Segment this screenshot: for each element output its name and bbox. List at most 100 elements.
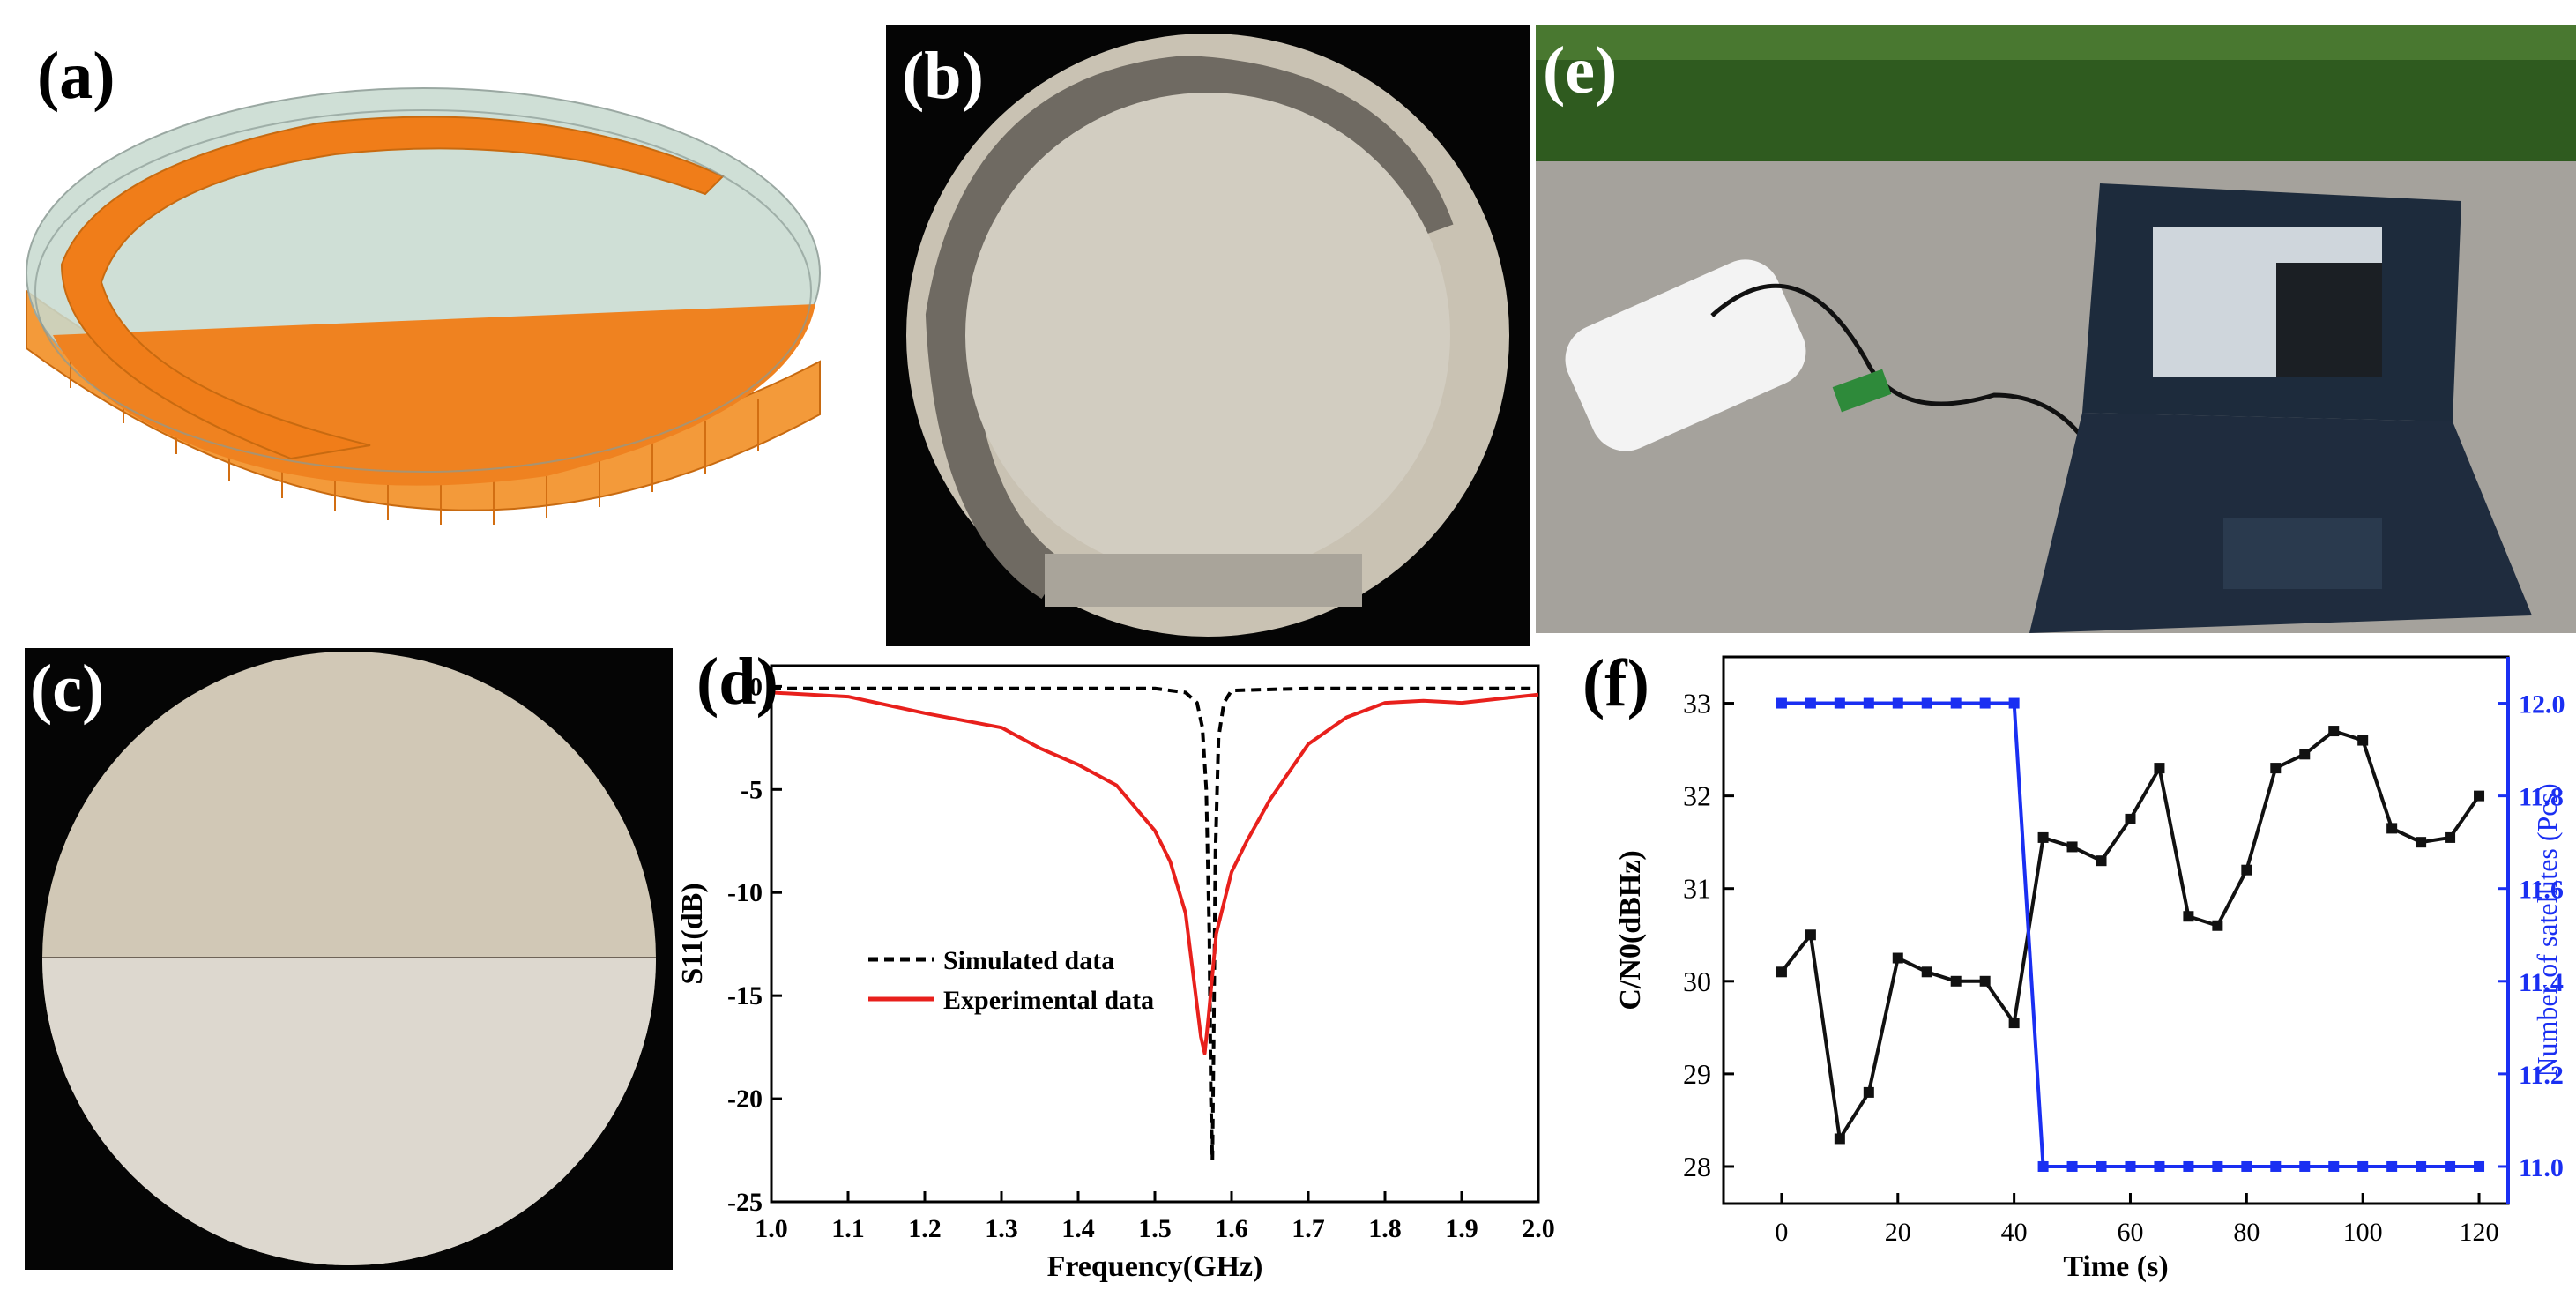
y-tick-label: 30: [1683, 966, 1711, 997]
satellites-point: [1950, 697, 1962, 709]
cn0-point: [1921, 966, 1932, 978]
y-tick-label: 0: [749, 672, 763, 701]
panel-a-label: (a): [37, 39, 115, 113]
legend: Simulated data Experimental data: [868, 946, 1154, 1015]
y-right-tick-label: 11.4: [2519, 968, 2564, 997]
satellites-point: [2328, 1160, 2340, 1172]
cn0-series: [1776, 697, 2485, 1172]
x-axis-label: Frequency(GHz): [1047, 1250, 1263, 1283]
satellites-point: [2357, 1160, 2369, 1172]
satellites-point: [2474, 1160, 2485, 1172]
cn0-point: [1834, 1133, 1845, 1145]
experimental-line: [771, 690, 1539, 1055]
x-tick-label: 1.5: [1138, 1214, 1172, 1243]
satellites-point: [1776, 697, 1787, 709]
copper-patch: [53, 304, 815, 486]
cn0-point: [1776, 966, 1787, 978]
cn0-point: [2474, 790, 2485, 802]
satellites-point: [2386, 1160, 2398, 1172]
cn0-point: [2270, 763, 2282, 774]
x-tick-label: 120: [2460, 1218, 2499, 1247]
x-tick-label: 1.8: [1368, 1214, 1402, 1243]
satellites-point: [2212, 1160, 2223, 1172]
s11-series: [771, 686, 1539, 1163]
satellites-point: [2154, 1160, 2165, 1172]
cn0-point: [2096, 855, 2107, 867]
x-tick-label: 80: [2233, 1218, 2260, 1247]
printed-ring: [925, 55, 1454, 600]
satellites-point: [1834, 697, 1845, 709]
panel-d-label: (d): [696, 645, 778, 719]
x-tick-label: 20: [1885, 1218, 1911, 1247]
y-tick-label: -25: [727, 1188, 763, 1217]
cn0-point: [2212, 920, 2223, 931]
y-axis-label: S11(dB): [679, 883, 709, 984]
panel-b-label: (b): [902, 39, 984, 113]
satellites-point: [2008, 697, 2020, 709]
antenna-back-photo: [42, 652, 656, 1265]
panel-c-label: (c): [30, 652, 105, 726]
y-tick-label: 29: [1683, 1058, 1711, 1090]
y-right-tick-label: 11.2: [2519, 1061, 2564, 1090]
cn0-point: [2008, 1018, 2020, 1029]
cn0-point: [2416, 837, 2427, 848]
satellites-point: [2096, 1160, 2107, 1172]
x-tick-label: 1.3: [985, 1214, 1018, 1243]
x-tick-label: 0: [1775, 1218, 1788, 1247]
y-right-tick-label: 11.0: [2519, 1153, 2564, 1182]
x-axis-label: Time (s): [2063, 1250, 2168, 1283]
x-tick-label: 1.7: [1292, 1214, 1325, 1243]
satellites-point: [2241, 1160, 2252, 1172]
field-test-photo: [1536, 25, 2576, 633]
cn0-point: [1979, 975, 1991, 987]
cable: [1710, 283, 2103, 467]
x-tick-label: 60: [2117, 1218, 2143, 1247]
antenna-front-photo: [906, 34, 1509, 637]
satellites-point: [2299, 1160, 2311, 1172]
cn0-point: [2299, 749, 2311, 760]
y-axis-label: C/N0(dBHz): [1614, 850, 1647, 1010]
simulated-line: [771, 686, 1538, 1163]
y-tick-label: 31: [1683, 873, 1711, 905]
satellites-point: [1863, 697, 1874, 709]
satellites-point: [2270, 1160, 2282, 1172]
antenna-3d-model: [26, 87, 821, 525]
s11-chart: 1.0 1.1 1.2 1.3 1.4 1.5 1.6 1.7 1.8 1.9 2.0 0 -5 -10 -…: [676, 664, 1555, 1283]
cn0-point: [1892, 952, 1903, 964]
cn0-point: [2386, 823, 2398, 834]
cn0-line: [1780, 729, 2481, 1141]
cn0-ticks: 0 20 40 60 80 100 120 28 29 30 31 32 33 11.0 11.2 11.4 1…: [1683, 657, 2565, 1247]
y-axis-right-label: Number of satellites (Pcs): [2531, 783, 2563, 1077]
plot-area: [1722, 655, 2510, 1205]
foam-block: [1565, 259, 1806, 451]
y-tick-label: -10: [727, 878, 763, 907]
cn0-point: [1950, 975, 1962, 987]
copper-ring: [60, 116, 725, 460]
y-tick-label: 32: [1683, 780, 1711, 812]
y-tick-label: 33: [1683, 688, 1711, 720]
y-tick-label: 28: [1683, 1151, 1711, 1182]
cn0-point: [2241, 864, 2252, 876]
receiver-board: [1832, 369, 1892, 413]
legend-simulated-label: Simulated data: [943, 946, 1114, 975]
x-tick-label: 2.0: [1522, 1214, 1555, 1243]
y-tick-label: -5: [741, 775, 763, 804]
legend-experimental-label: Experimental data: [943, 986, 1154, 1015]
plot-area: [770, 664, 1540, 1204]
panel-f-label: (f): [1582, 646, 1649, 720]
panel-b: (b): [886, 25, 1530, 646]
satellites-point: [2445, 1160, 2456, 1172]
panel-e-label: (e): [1543, 34, 1618, 108]
cn0-point: [2066, 841, 2078, 853]
y-right-tick-label: 12.0: [2519, 690, 2565, 720]
cn0-point: [2445, 831, 2456, 843]
feed-strip: [1045, 554, 1362, 607]
satellites-point: [2066, 1160, 2078, 1172]
y-right-tick-label: 11.8: [2519, 783, 2564, 812]
x-tick-label: 1.4: [1061, 1214, 1095, 1243]
x-tick-label: 100: [2343, 1218, 2383, 1247]
satellites-point: [2183, 1160, 2194, 1172]
satellites-point: [1892, 697, 1903, 709]
cn0-point: [2328, 726, 2340, 737]
satellites-point: [2037, 1160, 2049, 1172]
